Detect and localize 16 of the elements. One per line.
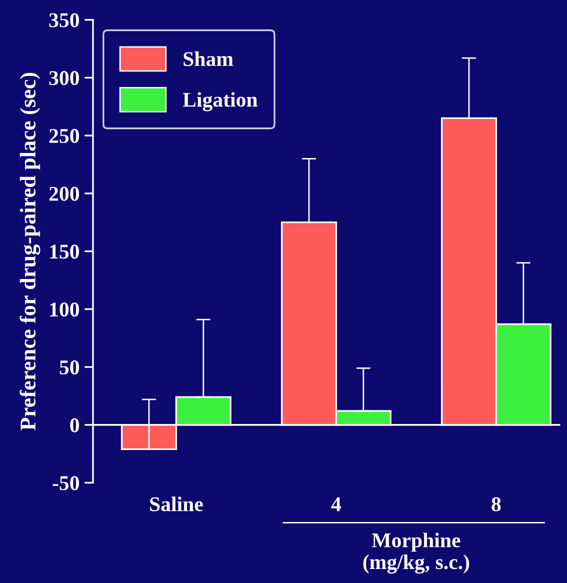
y-tick-label: 50 — [60, 360, 79, 374]
y-axis-title: Preference for drug-paired place (sec) — [20, 72, 40, 430]
legend-label: Sham — [184, 51, 234, 66]
legend-label: Ligation — [182, 92, 258, 112]
text: Morphine (mg/kg, s.c.) — [363, 532, 470, 574]
x-tick-label: 8 — [492, 497, 501, 512]
y-tick-label: 150 — [50, 244, 79, 259]
x-tick-label: Saline — [150, 496, 203, 512]
y-tick-label: 100 — [50, 302, 79, 317]
y-tick-label: -50 — [52, 476, 79, 490]
y-tick-label: 200 — [49, 186, 79, 201]
y-tick-label: 300 — [49, 71, 79, 86]
y-tick-label: 0 — [70, 418, 79, 432]
x-tick-label: 4 — [331, 497, 342, 512]
y-tick-label: 250 — [49, 128, 79, 143]
y-tick-label: 350 — [49, 13, 79, 28]
